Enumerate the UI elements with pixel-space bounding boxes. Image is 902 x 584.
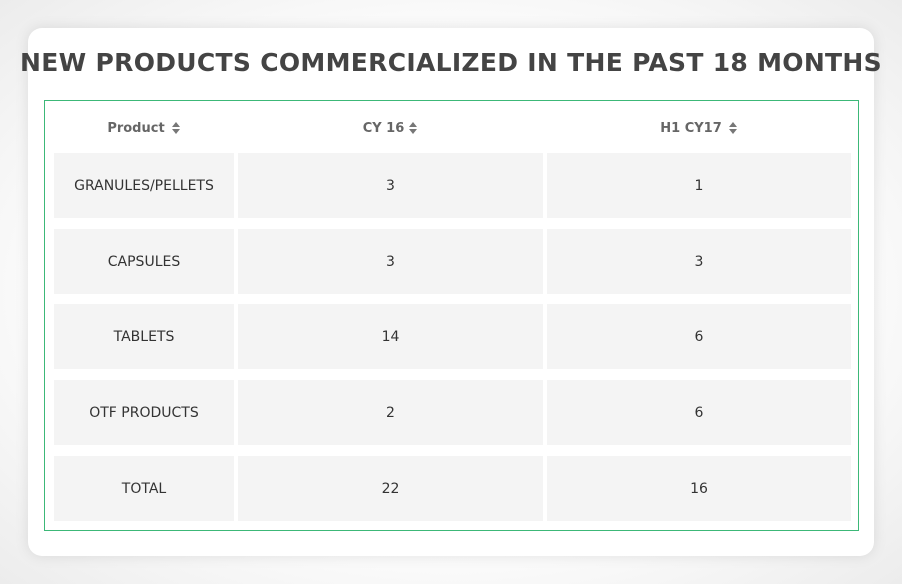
table-cell-product: GRANULES/PELLETS: [54, 153, 234, 218]
table-cell-product: TOTAL: [54, 456, 234, 521]
table-cell-cy16: 22: [238, 456, 543, 521]
column-header-label: Product: [107, 120, 165, 136]
column-header-label: H1 CY17: [660, 120, 722, 136]
column-header-cy16[interactable]: CY 16: [238, 120, 543, 136]
page-title: NEW PRODUCTS COMMERCIALIZED IN THE PAST …: [20, 48, 882, 77]
sort-icon[interactable]: [409, 122, 418, 134]
table-cell-product: CAPSULES: [54, 229, 234, 294]
table-cell-h1cy17: 16: [547, 456, 851, 521]
sort-icon[interactable]: [728, 122, 738, 134]
column-header-product[interactable]: Product: [54, 120, 234, 136]
table-cell-cy16: 2: [238, 380, 543, 445]
table-cell-cy16: 3: [238, 229, 543, 294]
sort-icon[interactable]: [171, 122, 181, 134]
table-cell-cy16: 14: [238, 304, 543, 369]
table-cell-product: TABLETS: [54, 304, 234, 369]
table-cell-product: OTF PRODUCTS: [54, 380, 234, 445]
table-cell-h1cy17: 6: [547, 304, 851, 369]
table-cell-cy16: 3: [238, 153, 543, 218]
table-cell-h1cy17: 1: [547, 153, 851, 218]
table-cell-h1cy17: 6: [547, 380, 851, 445]
column-header-h1cy17[interactable]: H1 CY17: [547, 120, 851, 136]
column-header-label: CY 16: [362, 120, 405, 136]
table-cell-h1cy17: 3: [547, 229, 851, 294]
data-table: [44, 100, 859, 531]
